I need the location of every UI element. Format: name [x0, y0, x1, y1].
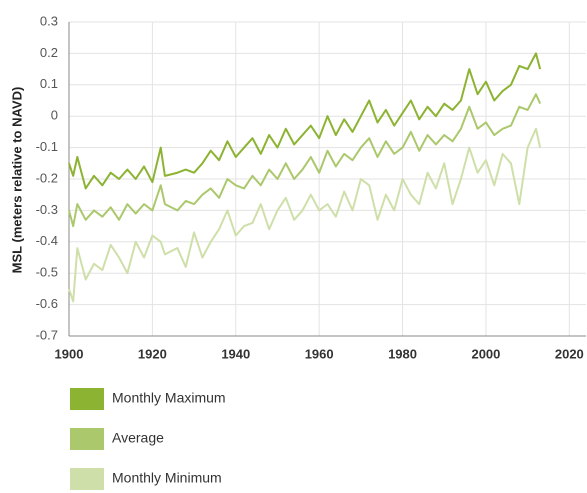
- x-tick-label: 1960: [305, 346, 334, 361]
- series-line: [68, 52, 542, 190]
- legend-swatch: [70, 388, 104, 410]
- series-line: [68, 93, 542, 228]
- x-tick-label: 2020: [555, 346, 584, 361]
- x-tick-label: 1980: [388, 346, 417, 361]
- legend-label: Average: [112, 430, 164, 446]
- x-tick-label: 1900: [55, 346, 84, 361]
- y-tick-label: 0.2: [40, 45, 58, 60]
- y-tick-label: -0.1: [36, 139, 58, 154]
- legend-label: Monthly Maximum: [112, 390, 226, 406]
- y-tick-label: -0.3: [36, 202, 58, 217]
- y-tick-label: -0.4: [36, 233, 58, 248]
- legend-swatch: [70, 428, 104, 450]
- series-line: [68, 127, 542, 303]
- y-tick-label: 0.3: [40, 13, 58, 28]
- legend-swatch: [70, 468, 104, 490]
- y-tick-label: -0.7: [36, 327, 58, 342]
- y-tick-label: 0.1: [40, 76, 58, 91]
- legend-label: Monthly Minimum: [112, 470, 222, 486]
- y-tick-label: -0.2: [36, 170, 58, 185]
- x-tick-label: 2000: [471, 346, 500, 361]
- x-tick-label: 1920: [138, 346, 167, 361]
- y-tick-label: -0.6: [36, 296, 58, 311]
- y-tick-label: -0.5: [36, 265, 58, 280]
- y-axis-label: MSL (meters relative to NAVD): [9, 87, 24, 274]
- x-tick-label: 1940: [221, 346, 250, 361]
- y-tick-label: 0: [51, 108, 58, 123]
